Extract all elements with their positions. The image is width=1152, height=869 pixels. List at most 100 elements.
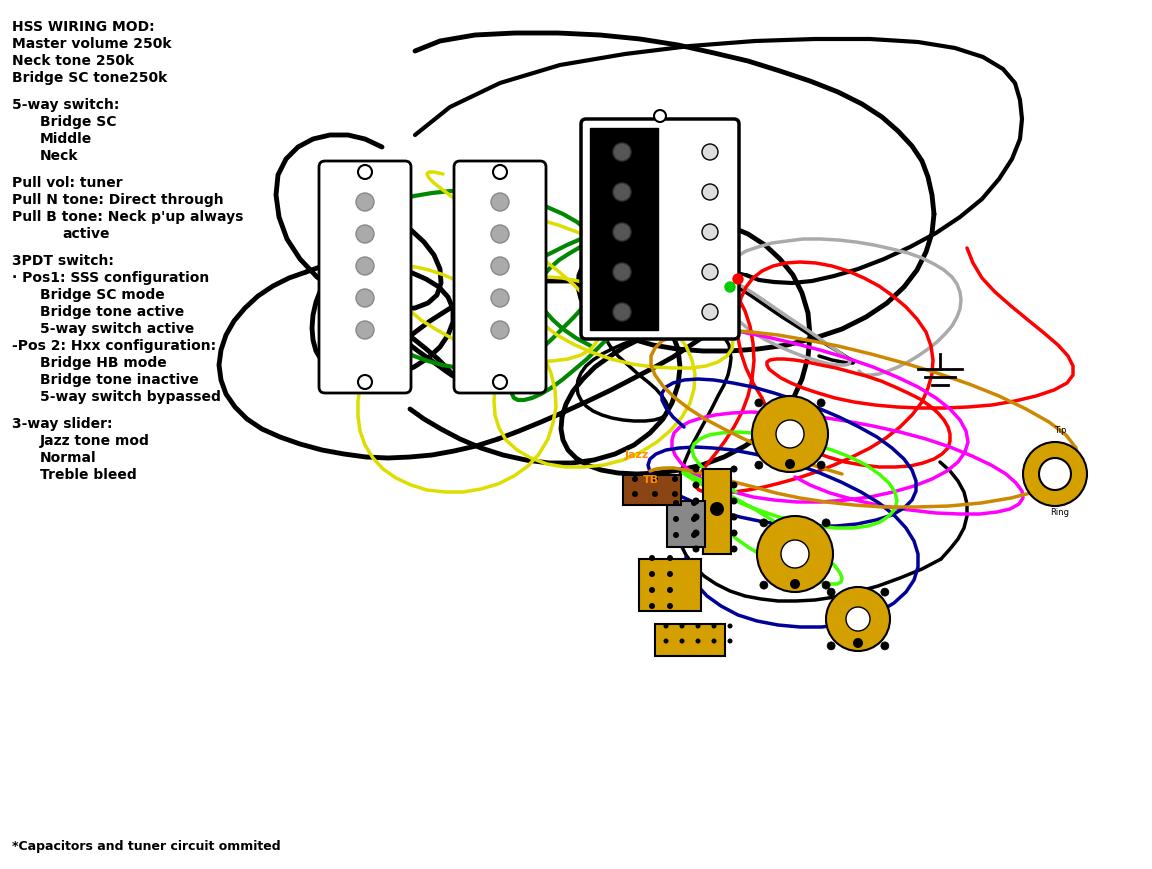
Circle shape [702, 265, 718, 281]
Circle shape [667, 603, 673, 609]
Text: Middle: Middle [40, 132, 92, 146]
Circle shape [755, 400, 763, 408]
Bar [667, 501, 705, 547]
Circle shape [667, 555, 673, 561]
Circle shape [696, 639, 700, 644]
Circle shape [712, 624, 717, 629]
Circle shape [881, 588, 889, 596]
Circle shape [1023, 442, 1087, 507]
Circle shape [757, 516, 833, 593]
Circle shape [817, 461, 825, 469]
Circle shape [493, 375, 507, 389]
Circle shape [733, 275, 743, 285]
Text: HSS WIRING MOD:: HSS WIRING MOD: [12, 20, 154, 34]
Circle shape [730, 482, 737, 489]
Text: 3-way slider:: 3-way slider: [12, 416, 113, 430]
Circle shape [692, 482, 699, 489]
Circle shape [702, 305, 718, 321]
Circle shape [760, 520, 768, 527]
Circle shape [691, 501, 697, 507]
Circle shape [356, 289, 374, 308]
Circle shape [358, 166, 372, 180]
Text: Bridge SC: Bridge SC [40, 115, 116, 129]
Text: · Pos1: SSS configuration: · Pos1: SSS configuration [12, 270, 210, 285]
Circle shape [667, 587, 673, 594]
Text: 3PDT switch:: 3PDT switch: [12, 254, 114, 268]
Text: Bridge tone inactive: Bridge tone inactive [40, 373, 199, 387]
Circle shape [680, 624, 684, 629]
Text: Bridge SC mode: Bridge SC mode [40, 288, 165, 302]
Circle shape [702, 185, 718, 201]
Text: Neck tone 250k: Neck tone 250k [12, 54, 134, 68]
Circle shape [491, 194, 509, 212]
Text: TB: TB [643, 474, 659, 484]
Circle shape [728, 639, 733, 644]
Text: 5-way switch bypassed: 5-way switch bypassed [40, 389, 221, 403]
Text: Pull B tone: Neck p'up always: Pull B tone: Neck p'up always [12, 209, 243, 223]
Circle shape [696, 624, 700, 629]
Circle shape [654, 111, 666, 123]
Circle shape [667, 571, 673, 577]
Circle shape [632, 476, 638, 482]
Bar [639, 560, 702, 611]
Bar [655, 624, 725, 656]
Circle shape [817, 400, 825, 408]
Circle shape [491, 289, 509, 308]
Circle shape [790, 580, 799, 589]
Circle shape [649, 587, 655, 594]
Circle shape [356, 322, 374, 340]
Circle shape [752, 396, 828, 473]
Circle shape [785, 460, 795, 469]
Text: Bridge HB mode: Bridge HB mode [40, 355, 167, 369]
Circle shape [710, 502, 723, 516]
Circle shape [491, 258, 509, 275]
Circle shape [613, 144, 631, 162]
Circle shape [728, 624, 733, 629]
Text: Jazz: Jazz [626, 449, 650, 460]
Text: Master volume 250k: Master volume 250k [12, 37, 172, 51]
Circle shape [613, 183, 631, 202]
Circle shape [730, 530, 737, 537]
Text: 5-way switch:: 5-way switch: [12, 98, 120, 112]
Text: active: active [62, 227, 109, 241]
Circle shape [613, 263, 631, 282]
Circle shape [491, 226, 509, 243]
Circle shape [712, 639, 717, 644]
Circle shape [823, 520, 831, 527]
Circle shape [776, 421, 804, 448]
Circle shape [356, 258, 374, 275]
Circle shape [852, 638, 863, 648]
Circle shape [664, 624, 668, 629]
Text: Jazz tone mod: Jazz tone mod [40, 434, 150, 448]
Text: -Pos 2: Hxx configuration:: -Pos 2: Hxx configuration: [12, 339, 217, 353]
Circle shape [356, 194, 374, 212]
Circle shape [632, 492, 638, 497]
Circle shape [702, 225, 718, 241]
Bar [590, 129, 658, 330]
Circle shape [826, 587, 890, 651]
Circle shape [649, 571, 655, 577]
Circle shape [649, 603, 655, 609]
Circle shape [672, 476, 679, 482]
Circle shape [356, 226, 374, 243]
Circle shape [672, 492, 679, 497]
Circle shape [664, 639, 668, 644]
Circle shape [491, 322, 509, 340]
Text: *Capacitors and tuner circuit ommited: *Capacitors and tuner circuit ommited [12, 839, 281, 852]
Text: Ring: Ring [1051, 507, 1069, 516]
Circle shape [680, 639, 684, 644]
Circle shape [692, 546, 699, 553]
Text: Pull vol: tuner: Pull vol: tuner [12, 176, 122, 189]
Circle shape [691, 533, 697, 539]
Circle shape [692, 498, 699, 505]
Circle shape [730, 498, 737, 505]
Circle shape [1039, 459, 1071, 490]
Circle shape [725, 282, 735, 293]
FancyBboxPatch shape [319, 162, 411, 394]
Text: Bridge SC tone250k: Bridge SC tone250k [12, 71, 167, 85]
Circle shape [755, 461, 763, 469]
Bar [623, 475, 681, 506]
Circle shape [613, 223, 631, 242]
Circle shape [673, 516, 679, 522]
Circle shape [827, 642, 835, 650]
